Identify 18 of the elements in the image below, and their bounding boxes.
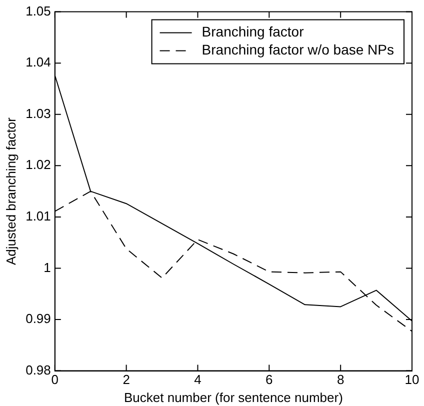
legend-label: Branching factor w/o base NPs [202,42,394,58]
y-tick-label: 1.01 [26,208,51,224]
x-tick-label: 8 [336,372,344,388]
y-tick-label: 0.98 [26,362,51,378]
x-tick-label: 10 [404,372,420,388]
y-axis-title: Adjusted branching factor [3,116,18,266]
x-tick-label: 6 [266,372,273,388]
y-tick-label: 1 [44,260,51,275]
y-tick-label: 1.04 [26,54,51,70]
legend-label: Branching factor [202,24,304,40]
x-axis-title: Bucket number (for sentence number) [124,390,343,405]
y-tick-label: 1.03 [26,106,51,121]
x-tick-label: 0 [51,372,59,388]
x-tick-label: 2 [122,372,130,388]
x-tick-label: 4 [194,372,202,388]
y-tick-label: 0.99 [26,311,51,326]
y-tick-label: 1.05 [26,3,51,18]
y-tick-label: 1.02 [26,157,51,172]
